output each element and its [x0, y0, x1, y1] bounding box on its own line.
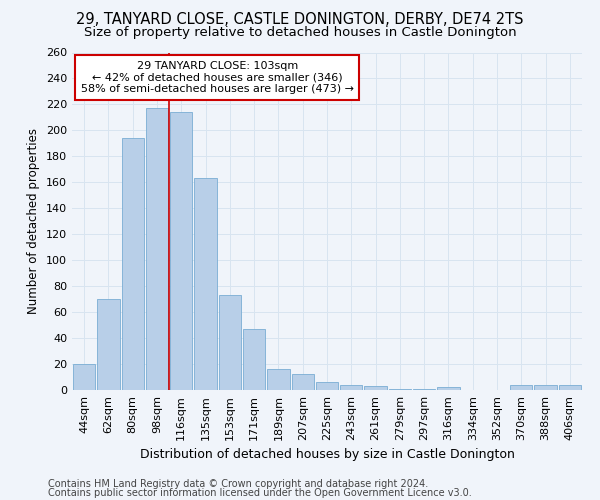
Bar [559, 385, 581, 390]
Bar [122, 138, 144, 390]
Bar [243, 329, 265, 390]
Bar [364, 386, 387, 390]
Text: 29 TANYARD CLOSE: 103sqm
← 42% of detached houses are smaller (346)
58% of semi-: 29 TANYARD CLOSE: 103sqm ← 42% of detach… [81, 61, 354, 94]
Bar [146, 108, 168, 390]
Bar [510, 385, 532, 390]
Text: 29, TANYARD CLOSE, CASTLE DONINGTON, DERBY, DE74 2TS: 29, TANYARD CLOSE, CASTLE DONINGTON, DER… [76, 12, 524, 28]
Bar [194, 178, 217, 390]
Y-axis label: Number of detached properties: Number of detached properties [28, 128, 40, 314]
Text: Contains HM Land Registry data © Crown copyright and database right 2024.: Contains HM Land Registry data © Crown c… [48, 479, 428, 489]
Bar [218, 295, 241, 390]
Bar [340, 385, 362, 390]
Bar [292, 374, 314, 390]
Bar [389, 388, 411, 390]
Bar [413, 388, 436, 390]
Bar [267, 369, 290, 390]
Bar [73, 364, 95, 390]
Text: Contains public sector information licensed under the Open Government Licence v3: Contains public sector information licen… [48, 488, 472, 498]
X-axis label: Distribution of detached houses by size in Castle Donington: Distribution of detached houses by size … [140, 448, 514, 462]
Text: Size of property relative to detached houses in Castle Donington: Size of property relative to detached ho… [83, 26, 517, 39]
Bar [316, 382, 338, 390]
Bar [97, 299, 119, 390]
Bar [170, 112, 193, 390]
Bar [535, 385, 557, 390]
Bar [437, 388, 460, 390]
